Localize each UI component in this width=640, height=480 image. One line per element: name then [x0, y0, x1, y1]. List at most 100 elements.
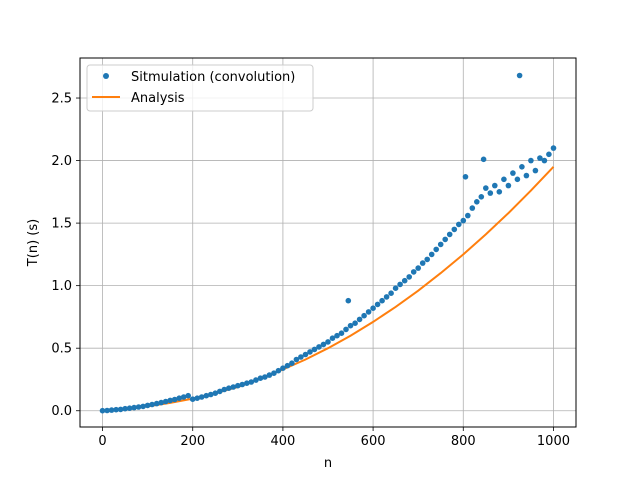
simulation-point [180, 394, 187, 400]
simulation-point [415, 265, 422, 271]
simulation-point [401, 277, 408, 284]
simulation-point [428, 251, 435, 258]
simulation-point [104, 407, 110, 414]
x-tick-label: 0 [98, 434, 106, 449]
legend-marker-simulation [103, 73, 109, 79]
simulation-point [208, 391, 214, 398]
simulation-point [262, 374, 268, 380]
simulation-point [516, 72, 523, 79]
y-tick-label: 0.5 [51, 342, 72, 357]
simulation-point [217, 388, 223, 395]
simulation-point [492, 182, 498, 189]
simulation-point [271, 370, 277, 377]
simulation-point [345, 297, 352, 304]
simulation-point [167, 397, 173, 404]
simulation-point [221, 386, 228, 393]
simulation-point [307, 349, 313, 355]
simulation-point [334, 332, 340, 339]
simulation-point [99, 407, 106, 414]
simulation-point [311, 346, 318, 353]
simulation-point [113, 406, 119, 413]
simulation-point [356, 316, 363, 323]
simulation-point [212, 390, 219, 397]
simulation-point [469, 205, 476, 211]
simulation-point [388, 290, 394, 297]
simulation-point [298, 354, 304, 360]
simulation-point [424, 256, 431, 263]
simulation-point [433, 246, 440, 253]
simulation-point [198, 394, 205, 400]
x-tick-label: 1000 [537, 434, 570, 449]
legend-label-analysis: Analysis [131, 91, 185, 106]
y-tick-label: 1.5 [51, 217, 72, 232]
simulation-point [153, 400, 160, 407]
simulation-point [379, 297, 385, 304]
plot-frame [79, 57, 577, 428]
y-tick-label: 0.0 [51, 404, 72, 419]
simulation-point [126, 405, 133, 412]
simulation-point [519, 164, 525, 170]
simulation-point [546, 151, 552, 158]
simulation-point [144, 402, 151, 409]
simulation-point [257, 375, 264, 382]
simulation-point [293, 356, 300, 363]
simulation-point [176, 395, 182, 402]
simulation-point [108, 407, 115, 413]
simulation-point [374, 301, 381, 308]
simulation-point [406, 274, 413, 280]
simulation-point [383, 294, 390, 300]
simulation-point [505, 182, 512, 189]
simulation-point [410, 269, 417, 275]
y-axis: 0.0 0.5 1.0 1.5 2.0 2.5 [51, 92, 80, 419]
simulation-point [122, 405, 128, 412]
simulation-point [442, 236, 449, 243]
plot-area [79, 57, 577, 428]
analysis-series [102, 166, 555, 412]
simulation-point [302, 351, 309, 358]
simulation-point [226, 385, 232, 392]
simulation-point [456, 221, 462, 228]
simulation-point [483, 185, 489, 191]
simulation-point [392, 285, 399, 292]
simulation-point [550, 145, 557, 151]
simulation-point [239, 381, 246, 388]
simulation-point [465, 212, 471, 219]
grid [80, 58, 576, 427]
simulation-point [185, 392, 191, 399]
x-tick-label: 400 [270, 434, 295, 449]
simulation-point [194, 395, 200, 402]
analysis-line [102, 166, 555, 412]
y-tick-label: 2.5 [51, 92, 72, 107]
simulation-point [266, 372, 273, 378]
simulation-point [541, 157, 548, 164]
simulation-point [244, 380, 250, 387]
simulation-point [361, 312, 367, 319]
x-tick-label: 200 [180, 434, 205, 449]
y-tick-label: 1.0 [51, 279, 72, 294]
simulation-point [478, 194, 485, 200]
simulation-point [446, 231, 453, 238]
simulation-point [203, 392, 210, 399]
x-tick-label: 800 [451, 434, 476, 449]
simulation-point [510, 170, 516, 176]
simulation-point [501, 176, 507, 183]
simulation-point [275, 367, 282, 374]
x-tick-label: 600 [361, 434, 386, 449]
simulation-point [451, 226, 458, 233]
simulation-point [487, 190, 494, 196]
simulation-point [343, 326, 349, 333]
simulation-point [149, 401, 155, 408]
simulation-point [338, 330, 345, 337]
simulation-point [528, 157, 534, 164]
simulation-point [462, 174, 469, 180]
simulation-point [352, 320, 358, 327]
simulation-point [329, 335, 336, 342]
y-tick-label: 2.0 [51, 154, 72, 169]
simulation-point [248, 379, 255, 385]
simulation-point [437, 241, 444, 248]
simulation-point [131, 404, 137, 411]
legend: Sitmulation (convolution) Analysis [86, 64, 314, 112]
simulation-point [474, 199, 480, 205]
simulation-point [117, 406, 124, 413]
simulation-point [189, 396, 196, 403]
